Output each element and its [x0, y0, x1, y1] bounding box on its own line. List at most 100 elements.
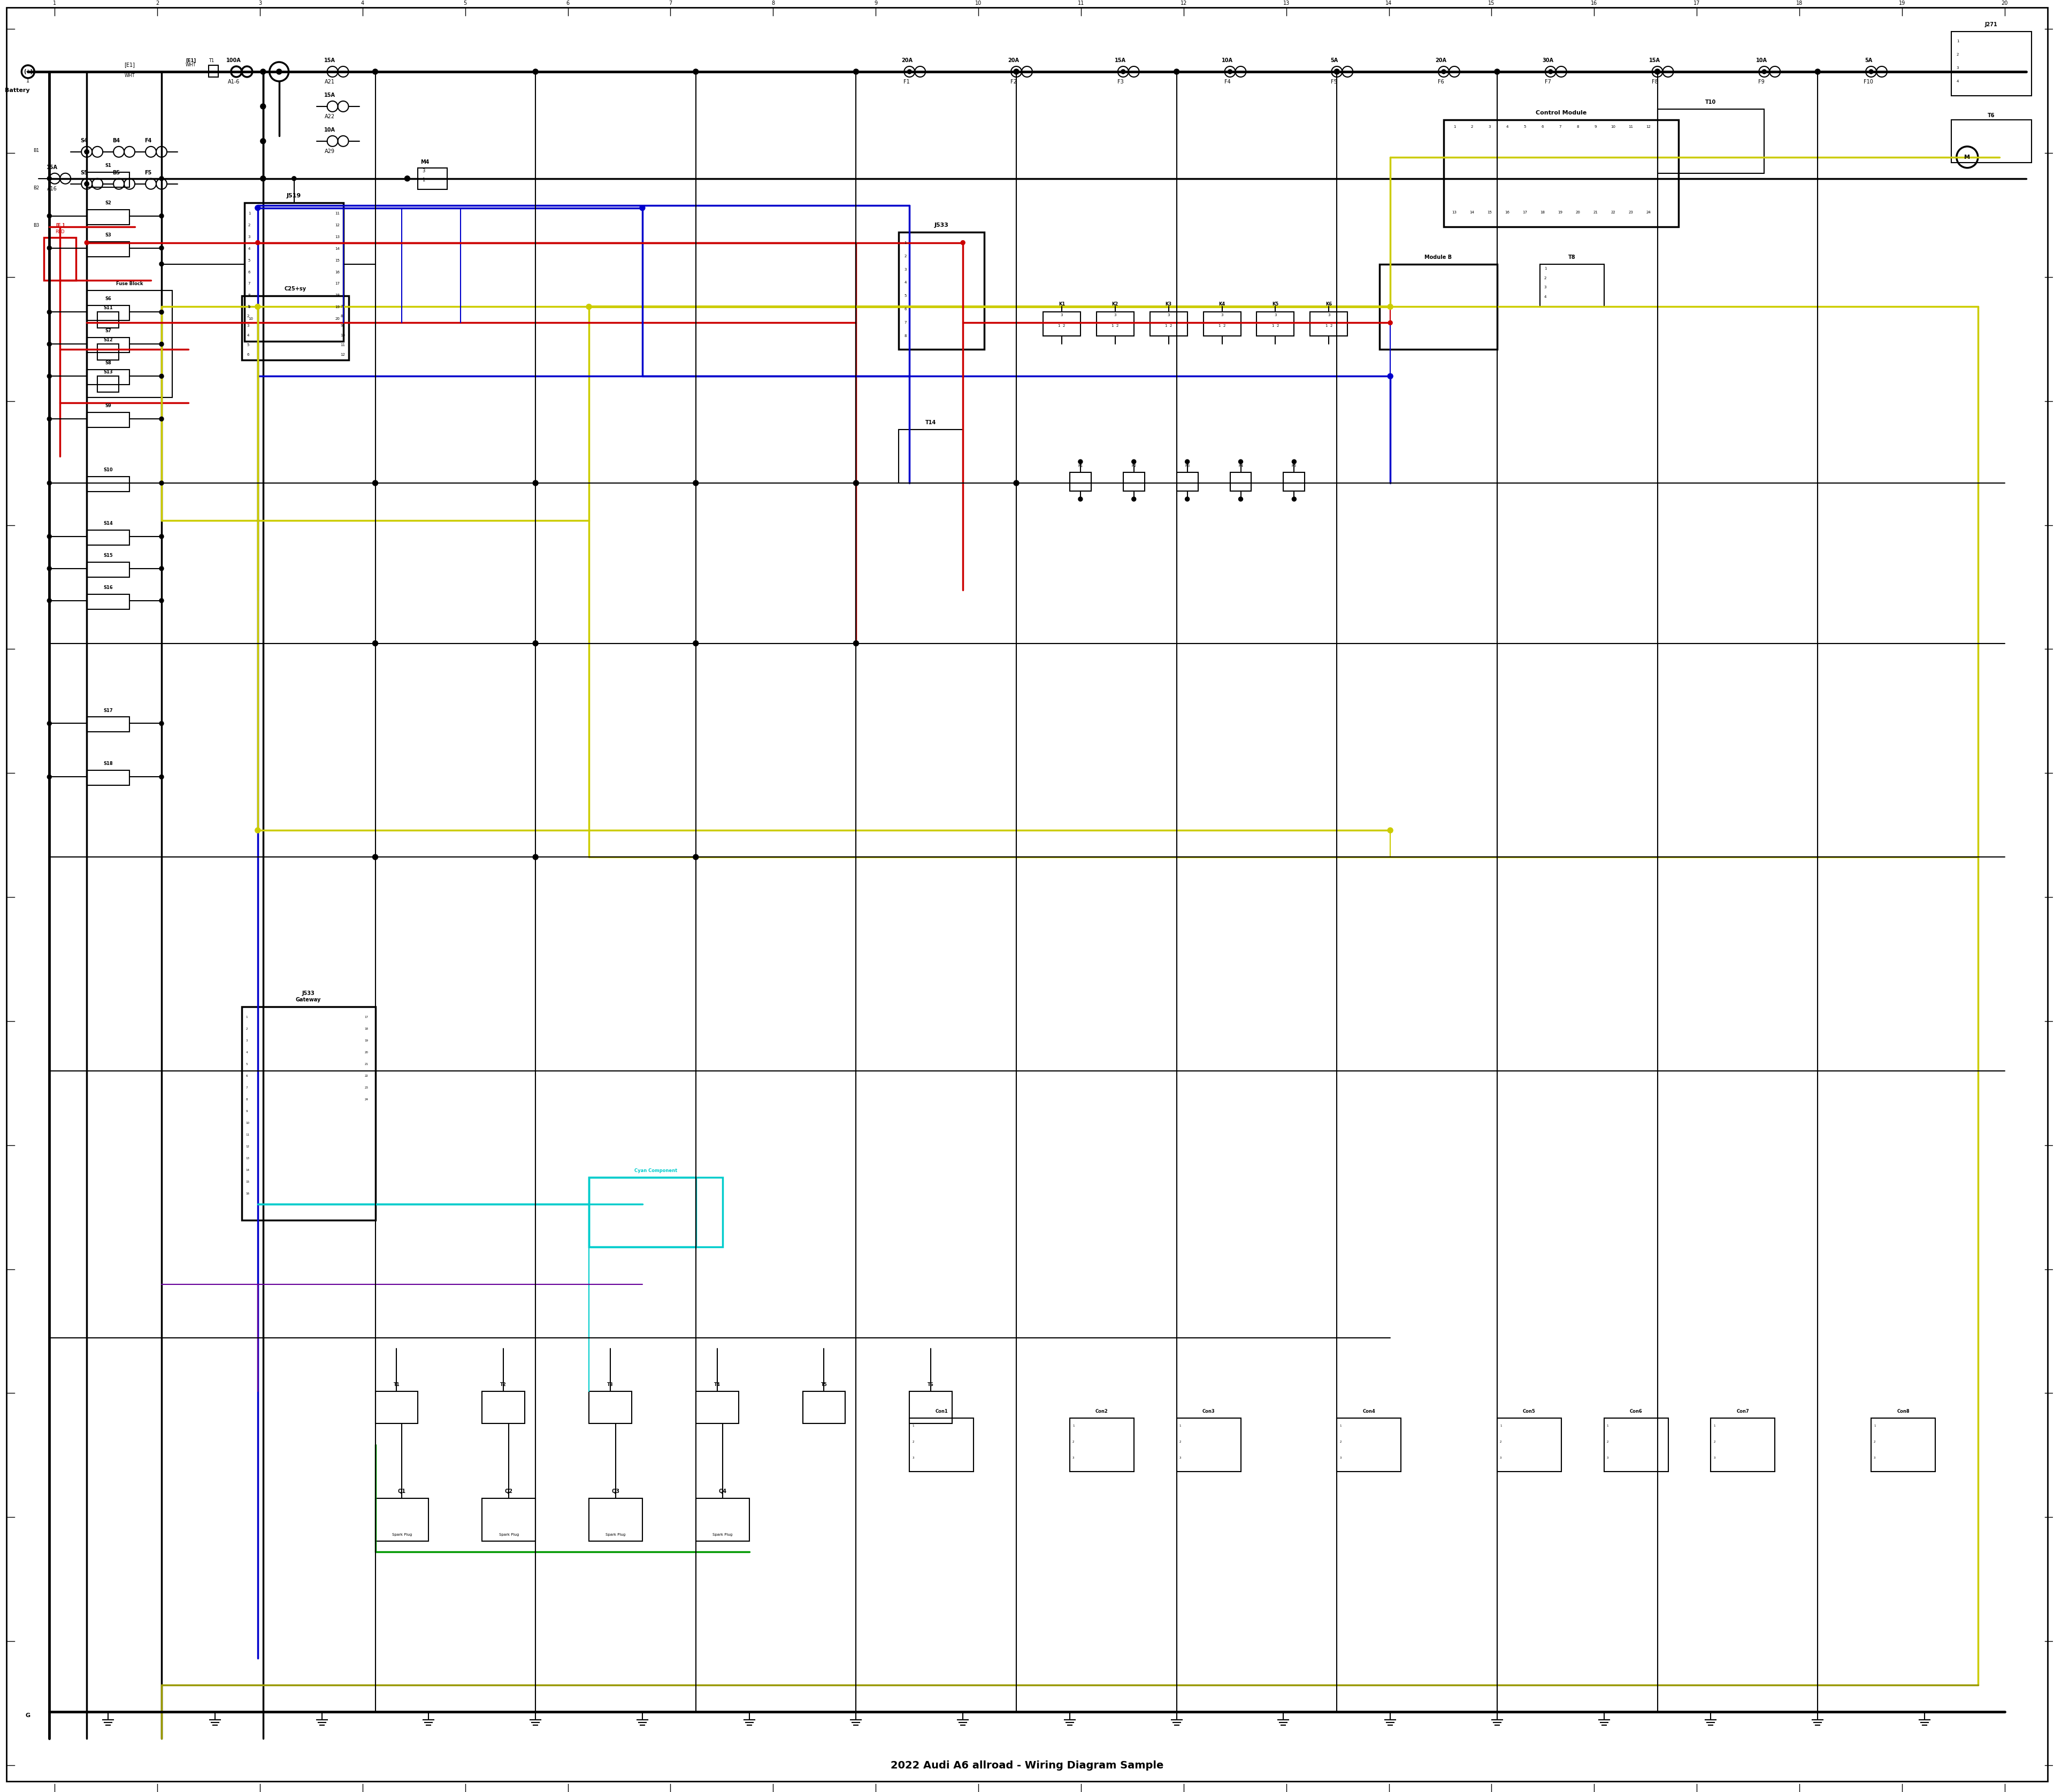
Bar	[86, 412, 129, 428]
Circle shape	[585, 305, 592, 310]
Circle shape	[405, 176, 411, 181]
Text: 1  2: 1 2	[1218, 324, 1226, 328]
Text: 24: 24	[364, 1098, 368, 1100]
Text: 14: 14	[1471, 211, 1475, 213]
Text: 20A: 20A	[1436, 57, 1446, 63]
Text: 18: 18	[1795, 0, 1803, 5]
Text: 14: 14	[246, 1168, 251, 1172]
Text: 2: 2	[1471, 125, 1473, 129]
Text: 1: 1	[246, 305, 249, 308]
Bar	[1540, 263, 1604, 306]
Circle shape	[84, 181, 88, 186]
Text: 18: 18	[1540, 211, 1545, 213]
Text: 8: 8	[1577, 125, 1580, 129]
Text: 2: 2	[904, 254, 906, 258]
Text: K1: K1	[1058, 301, 1066, 306]
Text: 9: 9	[875, 0, 877, 5]
Text: S8: S8	[105, 360, 111, 366]
Text: 10A: 10A	[1222, 57, 1232, 63]
Bar	[910, 1417, 974, 1471]
Circle shape	[372, 480, 378, 486]
Text: F4: F4	[1224, 79, 1230, 84]
Text: B4: B4	[113, 138, 119, 143]
Text: 7: 7	[670, 0, 672, 5]
Bar	[696, 1498, 750, 1541]
Circle shape	[160, 246, 164, 251]
Circle shape	[372, 642, 378, 645]
Bar	[376, 1498, 429, 1541]
Text: 8: 8	[904, 335, 906, 337]
Bar	[1257, 312, 1294, 337]
Text: 30A: 30A	[1543, 57, 1553, 63]
Circle shape	[961, 240, 965, 246]
Bar	[803, 1391, 846, 1423]
Text: 8: 8	[249, 294, 251, 297]
Circle shape	[47, 534, 51, 539]
Text: 11: 11	[1078, 0, 1085, 5]
Text: (+): (+)	[23, 70, 33, 73]
Text: T10: T10	[1705, 99, 1717, 104]
Text: WHT: WHT	[123, 73, 136, 79]
Text: 20: 20	[1575, 211, 1580, 213]
Text: J271: J271	[1984, 22, 1999, 27]
Circle shape	[1013, 480, 1019, 486]
Text: 1  2: 1 2	[1058, 324, 1066, 328]
Text: 4: 4	[1545, 296, 1547, 299]
Text: 4: 4	[1957, 79, 1960, 82]
Text: 17: 17	[1692, 0, 1701, 5]
Bar	[483, 1498, 536, 1541]
Bar	[1444, 120, 1678, 226]
Text: 18: 18	[335, 294, 341, 297]
Text: [E.]: [E.]	[55, 222, 64, 228]
Text: K3: K3	[1165, 301, 1173, 306]
Bar	[1711, 1417, 1775, 1471]
Circle shape	[47, 722, 51, 726]
Text: T14: T14	[926, 419, 937, 425]
Text: 20: 20	[2001, 0, 2009, 5]
Text: 12: 12	[1181, 0, 1187, 5]
Circle shape	[532, 642, 538, 645]
Circle shape	[1335, 70, 1339, 73]
Circle shape	[1239, 496, 1243, 502]
Bar	[1337, 1417, 1401, 1471]
Text: S9: S9	[105, 403, 111, 409]
Text: Con6: Con6	[1629, 1409, 1643, 1414]
Text: 3: 3	[1273, 314, 1278, 317]
Circle shape	[84, 181, 88, 186]
Circle shape	[852, 480, 859, 486]
Bar	[589, 1498, 643, 1541]
Text: 3: 3	[1167, 314, 1171, 317]
Text: Con5: Con5	[1522, 1409, 1536, 1414]
Bar	[376, 1391, 417, 1423]
Circle shape	[160, 342, 164, 346]
Circle shape	[261, 70, 265, 73]
Bar	[43, 237, 76, 280]
Text: Spark Plug: Spark Plug	[713, 1532, 733, 1536]
Text: F5: F5	[1331, 79, 1337, 84]
Text: 4: 4	[249, 247, 251, 251]
Text: T8: T8	[1569, 254, 1575, 260]
Text: 9: 9	[341, 324, 343, 328]
Bar	[97, 312, 119, 328]
Text: T4: T4	[715, 1382, 721, 1387]
Circle shape	[852, 70, 859, 73]
Text: 6: 6	[567, 0, 569, 5]
Text: 24: 24	[1645, 211, 1651, 213]
Bar	[210, 65, 218, 77]
Text: Con7: Con7	[1736, 1409, 1750, 1414]
Bar	[1150, 312, 1187, 337]
Text: Fuse Block: Fuse Block	[115, 281, 144, 287]
Circle shape	[47, 375, 51, 378]
Text: S12: S12	[103, 337, 113, 342]
Text: 23: 23	[364, 1086, 368, 1090]
Text: 15A: 15A	[1649, 57, 1660, 63]
Bar	[589, 1177, 696, 1247]
Text: 1: 1	[423, 177, 425, 183]
Circle shape	[1389, 828, 1393, 833]
Text: 1  2: 1 2	[1165, 324, 1173, 328]
Circle shape	[1132, 459, 1136, 464]
Bar	[900, 231, 984, 349]
Text: 1: 1	[904, 242, 906, 244]
Text: F1: F1	[904, 79, 910, 84]
Text: 6: 6	[1540, 125, 1545, 129]
